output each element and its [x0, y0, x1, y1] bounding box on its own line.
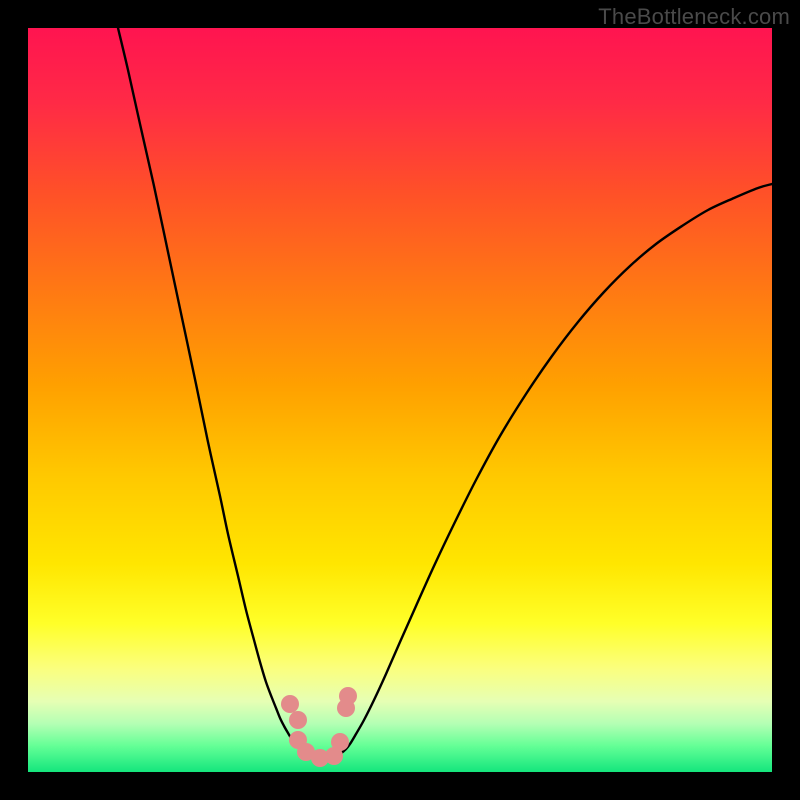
valley-marker	[289, 711, 307, 729]
valley-marker	[331, 733, 349, 751]
chart-frame: TheBottleneck.com	[0, 0, 800, 800]
valley-marker	[339, 687, 357, 705]
bottleneck-curve	[28, 28, 772, 772]
plot-area	[28, 28, 772, 772]
watermark-text: TheBottleneck.com	[598, 4, 790, 30]
